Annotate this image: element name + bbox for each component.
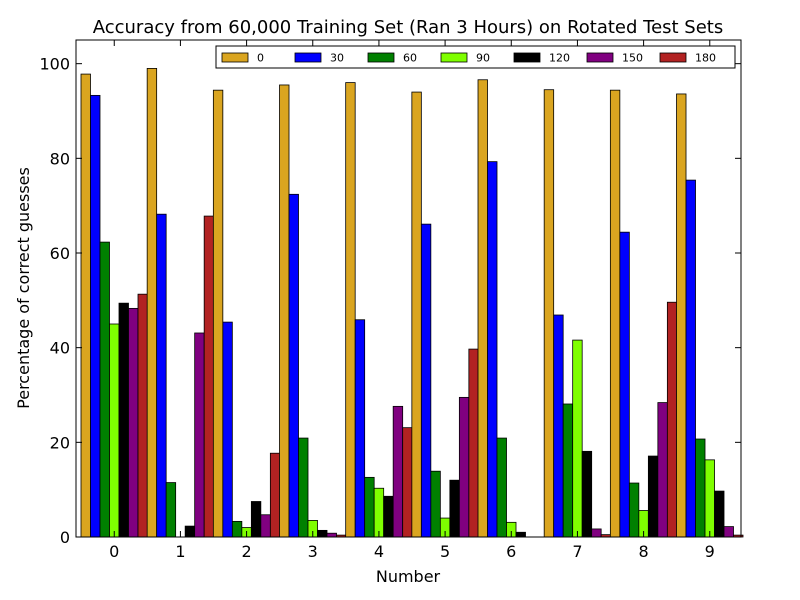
bar-8-series-120: [647, 455, 659, 538]
y-tick-label: 0: [60, 528, 70, 547]
chart-title: Accuracy from 60,000 Training Set (Ran 3…: [93, 17, 724, 38]
bar-2-series-150: [260, 514, 271, 538]
legend-label-180: 180: [695, 52, 716, 65]
legend-swatch-30: [294, 52, 322, 63]
bar-3-series-150: [326, 532, 337, 538]
legend-swatch-120: [513, 52, 541, 63]
legend-swatch-180: [659, 52, 687, 63]
bar-4-series-0: [345, 82, 356, 538]
bar-1-series-0: [146, 68, 158, 538]
bar-1-series-30: [156, 213, 167, 538]
bar-4-series-150: [392, 405, 404, 538]
x-tick-label: 6: [506, 542, 516, 561]
x-axis-label: Number: [376, 567, 441, 586]
bar-4-series-90: [373, 487, 385, 538]
legend-label-120: 120: [549, 52, 570, 65]
bar-3-series-0: [279, 84, 290, 538]
bar-9-series-60: [695, 438, 706, 538]
legend-label-90: 90: [476, 52, 490, 65]
bar-5-series-30: [420, 223, 432, 538]
bar-5-series-180: [468, 348, 479, 538]
x-tick-label: 1: [175, 542, 185, 561]
bar-7-series-60: [562, 403, 574, 538]
bar-9-series-30: [685, 179, 696, 538]
legend-label-60: 60: [403, 52, 417, 65]
bars-layer: [80, 68, 744, 538]
bar-0-series-0: [80, 73, 91, 538]
bar-2-series-0: [212, 89, 224, 538]
bar-9-series-90: [704, 459, 715, 538]
legend-swatch-0: [221, 52, 249, 63]
bar-5-series-60: [430, 470, 441, 538]
x-tick-label: 0: [109, 542, 119, 561]
legend: 0 30 60 90 120 150 180: [215, 45, 736, 69]
x-tick-label: 8: [639, 542, 649, 561]
bar-4-series-60: [364, 476, 375, 538]
bar-0-series-180: [137, 293, 148, 538]
bar-5-series-0: [411, 91, 422, 538]
y-tick-label: 40: [50, 339, 70, 358]
bar-7-series-30: [553, 314, 564, 538]
bar-6-series-30: [487, 161, 498, 538]
y-tick-label: 80: [50, 149, 70, 168]
bar-6-series-60: [496, 437, 507, 538]
bar-2-series-120: [250, 501, 262, 538]
bar-8-series-0: [609, 89, 621, 538]
bar-7-series-0: [543, 89, 555, 538]
bar-4-series-30: [354, 319, 366, 538]
bar-9-series-0: [676, 93, 687, 538]
bar-0-series-120: [118, 302, 129, 538]
legend-swatch-60: [367, 52, 395, 63]
bar-9-series-150: [723, 526, 734, 538]
bar-1-series-60: [165, 482, 177, 538]
bar-0-series-30: [90, 94, 101, 538]
legend-box: [215, 45, 736, 69]
axes-layer: 0 20 40 60 80 100 0 1 2 3 4 5 6 7 8 9: [39, 40, 741, 561]
x-tick-label: 5: [440, 542, 450, 561]
legend-swatch-150: [586, 52, 614, 63]
bar-1-series-180: [203, 215, 215, 538]
legend-label-150: 150: [622, 52, 643, 65]
bar-6-series-0: [477, 79, 488, 538]
legend-label-0: 0: [257, 52, 264, 65]
y-tick-label: 60: [50, 244, 70, 263]
bar-6-series-120: [515, 531, 526, 538]
bar-9-series-120: [714, 490, 725, 538]
y-tick-label: 20: [50, 433, 70, 452]
x-tick-label: 2: [241, 542, 251, 561]
bar-8-series-150: [657, 402, 668, 538]
y-axis-label: Percentage of correct guesses: [14, 167, 33, 409]
bar-2-series-30: [222, 321, 233, 538]
bar-5-series-120: [449, 479, 460, 538]
x-tick-label: 3: [308, 542, 318, 561]
bar-4-series-120: [383, 495, 394, 538]
bar-8-series-180: [666, 301, 678, 538]
bar-7-series-150: [591, 528, 602, 538]
plot-frame: [75, 39, 742, 538]
bar-3-series-120: [317, 529, 328, 538]
bar-3-series-60: [298, 437, 309, 538]
bar-7-series-90: [572, 339, 583, 538]
bar-2-series-60: [231, 520, 243, 538]
bar-5-series-150: [458, 396, 470, 538]
bar-0-series-60: [99, 241, 110, 538]
bar-7-series-120: [581, 450, 593, 538]
legend-swatch-90: [440, 52, 468, 63]
bar-4-series-180: [402, 427, 413, 538]
bar-0-series-90: [109, 323, 120, 538]
x-tick-label: 7: [572, 542, 582, 561]
bar-3-series-30: [288, 193, 299, 538]
y-tick-label: 100: [39, 55, 70, 74]
bar-1-series-120: [184, 525, 196, 538]
x-tick-label: 4: [374, 542, 384, 561]
x-tick-label: 9: [705, 542, 715, 561]
bar-0-series-150: [128, 307, 139, 538]
bar-1-series-150: [194, 332, 205, 538]
legend-label-30: 30: [330, 52, 344, 65]
bar-8-series-60: [628, 482, 640, 538]
bar-8-series-30: [619, 231, 630, 538]
bar-2-series-180: [269, 452, 281, 538]
